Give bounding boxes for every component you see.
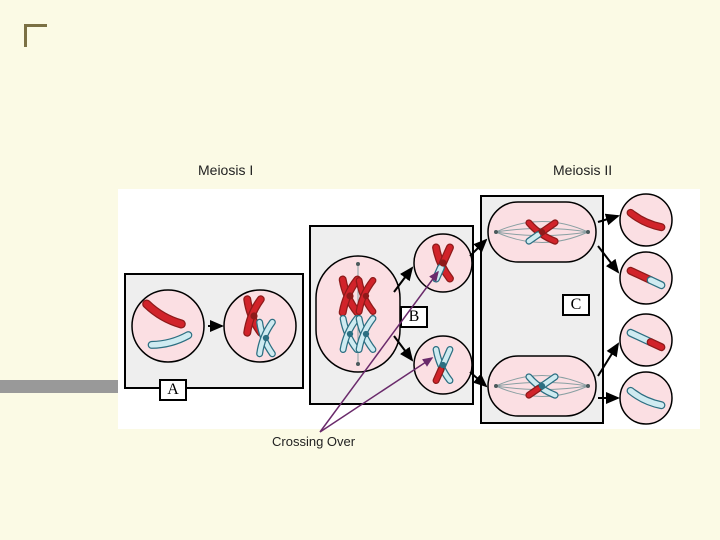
- diagram-svg: [0, 0, 720, 540]
